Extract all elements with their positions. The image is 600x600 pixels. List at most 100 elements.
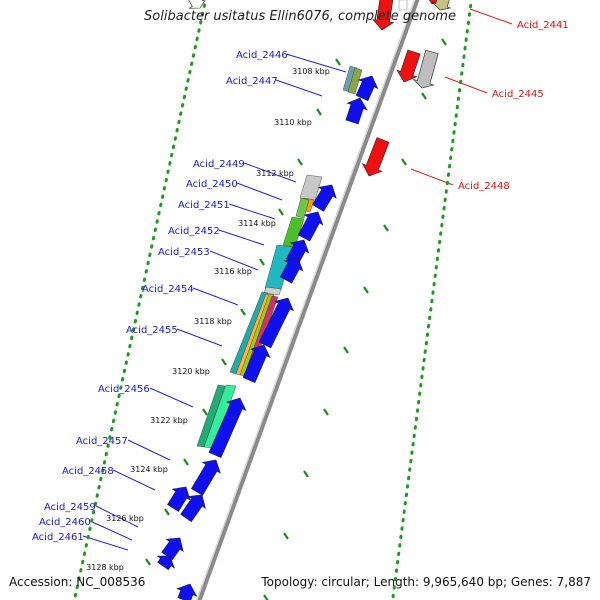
cog-color-segment	[196, 384, 226, 448]
genome-backbone	[196, 0, 420, 600]
ruler-tick-mark	[202, 408, 208, 416]
forward-gene-arrow	[190, 459, 221, 496]
forward-gene-arrow	[176, 583, 198, 600]
ruler-tick-labels: 3108 kbp 3110 kbp 3112 kbp 3114 kbp 3116 kbp…	[86, 38, 447, 600]
ruler-tick-mark	[283, 532, 289, 540]
gene-label-forward: Acid_2459	[44, 502, 96, 513]
ruler-tick-mark	[183, 458, 189, 466]
gene-label-connector	[285, 53, 347, 73]
ruler-tick-mark	[343, 346, 349, 354]
forward-gene-arrow	[208, 397, 247, 459]
forward-gene-arrow	[156, 555, 175, 571]
ruler-tick-mark	[323, 408, 329, 416]
backbone-highlight	[196, 0, 415, 600]
forward-gene-arrow	[167, 486, 191, 512]
gene-label-connector	[82, 535, 129, 551]
forward-gene-arrow	[285, 239, 310, 266]
gene-label-connector	[127, 439, 171, 461]
accession-text: Accession: NC_008536	[9, 575, 146, 589]
cog-color-segment	[203, 384, 237, 449]
backbone-line	[197, 0, 420, 600]
ruler-tick-label: 3110 kbp	[274, 118, 312, 127]
gene-label-forward: Acid_2457	[76, 436, 128, 447]
forward-gene-arrow	[355, 75, 379, 102]
forward-gene-arrow	[188, 0, 206, 9]
reverse-gene-arrow	[396, 49, 421, 83]
ruler-tick-label: 3126 kbp	[106, 514, 144, 523]
cog-color-segment	[347, 67, 363, 95]
gene-label-forward: Acid_2453	[158, 247, 210, 258]
gene-label-forward: Acid_2446	[236, 50, 288, 61]
gene-label-connector	[243, 162, 297, 183]
gene-label-connector	[112, 469, 156, 491]
reverse-gene-arrow	[361, 137, 390, 177]
gene-label-connector	[236, 182, 283, 201]
gene-label-connector	[218, 229, 265, 246]
outer-dot-track	[391, 0, 473, 600]
ruler-tick-mark	[401, 158, 407, 166]
cog-color-segment	[263, 286, 282, 296]
ruler-tick-mark	[240, 308, 246, 316]
ruler-tick-label: 3124 kbp	[130, 465, 168, 474]
gene-label-connector	[192, 287, 239, 306]
gene-label-connector	[149, 387, 194, 408]
gene-label-forward: Acid_2460	[39, 517, 91, 528]
ruler-tick-label: 3108 kbp	[292, 67, 330, 76]
ruler-tick-mark	[383, 224, 389, 232]
ruler-tick-label: 3122 kbp	[150, 416, 188, 425]
gene-label-connector	[176, 328, 223, 347]
forward-gene-arrow	[242, 344, 271, 383]
gene-label-connector	[469, 8, 513, 25]
gene-label-forward: Acid_2447	[226, 76, 278, 87]
gene-label-forward: Acid_2450	[186, 179, 238, 190]
forward-gene-arrow	[312, 184, 337, 212]
forward-gene-arrow	[297, 211, 324, 242]
ruler-tick-label: 3114 kbp	[238, 219, 276, 228]
cog-color-segment	[282, 216, 305, 248]
ruler-tick-mark	[263, 594, 269, 600]
reverse-gene-arrow	[412, 49, 439, 89]
cog-color-track	[196, 65, 363, 449]
ruler-tick-mark	[221, 358, 227, 366]
reverse-gene-arrow	[398, 0, 408, 11]
gene-label-connector	[275, 79, 323, 97]
ruler-tick-mark	[297, 158, 303, 166]
gene-label-forward: Acid_2455	[126, 325, 178, 336]
gene-label-forward: Acid_2449	[193, 159, 245, 170]
ruler-tick-mark	[441, 38, 447, 46]
ruler-tick-mark	[335, 58, 341, 66]
ruler-tick-mark	[164, 508, 170, 516]
gene-arrow-layer	[156, 0, 451, 600]
gene-label-forward: Acid_2451	[178, 200, 230, 211]
inner-dot-track	[72, 0, 208, 600]
gene-label-connector	[228, 203, 276, 220]
forward-gene-arrow	[180, 494, 206, 523]
ruler-dot-tracks	[72, 0, 473, 600]
gene-label-forward: Acid_2458	[62, 466, 114, 477]
ruler-tick-mark	[303, 470, 309, 478]
gene-label-reverse: Acid_2445	[492, 89, 544, 100]
gene-label-forward: Acid_2461	[32, 532, 84, 543]
ruler-tick-mark	[421, 92, 427, 100]
genome-title: Solibacter usitatus Ellin6076, complete …	[144, 9, 456, 24]
forward-gene-arrow	[161, 537, 184, 561]
ruler-tick-label: 3112 kbp	[256, 169, 294, 178]
ruler-tick-mark	[259, 258, 265, 266]
forward-gene-arrow	[258, 297, 294, 349]
ruler-tick-label: 3116 kbp	[214, 267, 252, 276]
label-connector-layer	[82, 8, 513, 551]
gene-label-forward: Acid_2456	[98, 384, 150, 395]
ruler-tick-mark	[278, 208, 284, 216]
reverse-gene-arrow	[432, 0, 451, 11]
ruler-tick-label: 3128 kbp	[86, 563, 124, 572]
cog-color-segment	[229, 291, 269, 375]
gene-label-reverse: Acid_2441	[517, 20, 569, 31]
gene-label-forward: Acid_2452	[168, 226, 220, 237]
ruler-tick-mark	[316, 108, 322, 116]
cog-color-segment	[295, 197, 310, 219]
forward-gene-arrow	[345, 97, 368, 125]
forward-gene-arrow	[279, 257, 304, 284]
ruler-tick-label: 3120 kbp	[172, 367, 210, 376]
genome-summary-text: Topology: circular; Length: 9,965,640 bp…	[261, 575, 591, 589]
